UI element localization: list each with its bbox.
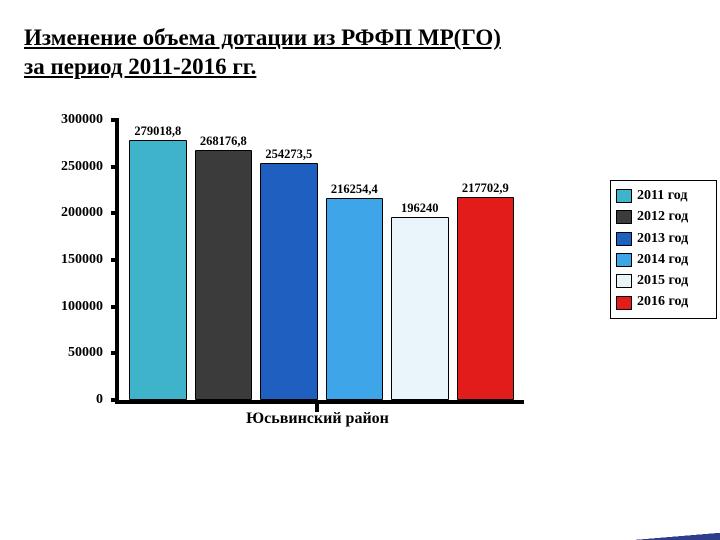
legend-row: 2014 год [616,250,711,270]
y-tick-mark [111,211,119,215]
bar-value-label: 254273,5 [265,147,312,162]
bar: 279018,8 [129,140,187,400]
bar-value-label: 268176,8 [200,134,247,149]
bar: 196240 [391,217,449,400]
legend: 2011 год2012 год2013 год2014 год2015 год… [610,180,717,319]
legend-label: 2016 год [637,292,688,312]
bar-value-label: 217702,9 [462,181,509,196]
legend-swatch [616,274,632,288]
y-tick-label: 250000 [61,159,103,175]
y-tick-label: 50000 [68,345,103,361]
legend-row: 2013 год [616,229,711,249]
legend-label: 2015 год [637,271,688,291]
y-tick-mark [111,118,119,122]
legend-label: 2011 год [637,186,687,206]
legend-row: 2015 год [616,271,711,291]
legend-label: 2012 год [637,207,688,227]
y-tick-mark [111,258,119,262]
bar-value-label: 279018,8 [134,124,181,139]
title-line-1: Изменение объема дотации из РФФП МР(ГО) [24,25,501,50]
title-line-2: за период 2011-2016 гг. [24,54,256,79]
y-tick-mark [111,398,119,402]
bar: 217702,9 [457,197,515,400]
x-axis-label: Юсьвинский район [115,410,520,428]
legend-swatch [616,210,632,224]
bar: 254273,5 [260,163,318,400]
legend-label: 2013 год [637,229,688,249]
y-tick-label: 300000 [61,112,103,128]
chart-title: Изменение объема дотации из РФФП МР(ГО) … [24,24,501,82]
legend-label: 2014 год [637,250,688,270]
y-tick-mark [111,165,119,169]
slide: Изменение объема дотации из РФФП МР(ГО) … [0,0,720,540]
bar: 268176,8 [195,150,253,400]
y-tick-mark [111,305,119,309]
y-axis-tick-labels: 050000100000150000200000250000300000 [45,120,109,400]
y-tick-mark [111,351,119,355]
y-tick-label: 100000 [61,299,103,315]
legend-swatch [616,189,632,203]
legend-swatch [616,232,632,246]
y-tick-label: 0 [96,392,103,408]
y-tick-label: 150000 [61,252,103,268]
chart-container: 0 50000 100000 150000 200000 250000 300000 279… [45,110,605,450]
legend-row: 2012 год [616,207,711,227]
decor-stripe [0,480,720,540]
plot-area: 279018,8268176,8254273,5216254,419624021… [115,120,524,404]
legend-row: 2016 год [616,292,711,312]
legend-swatch [616,253,632,267]
bars: 279018,8268176,8254273,5216254,419624021… [129,120,514,400]
legend-swatch [616,296,632,310]
bar: 216254,4 [326,198,384,400]
bar-value-label: 196240 [401,201,439,216]
y-tick-label: 200000 [61,205,103,221]
bar-value-label: 216254,4 [331,182,378,197]
legend-row: 2011 год [616,186,711,206]
